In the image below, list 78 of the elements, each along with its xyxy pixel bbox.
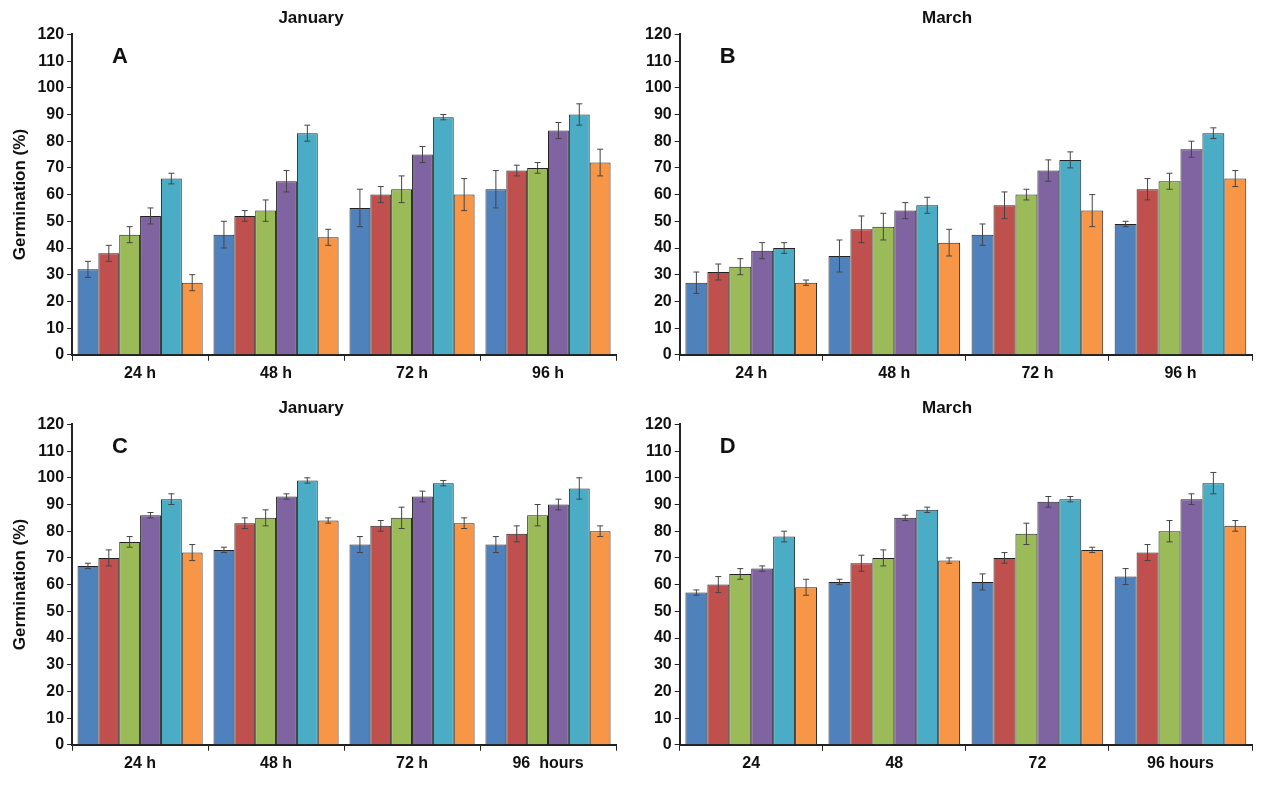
y-tick-label: 50	[46, 211, 65, 229]
y-tick-label: 70	[46, 158, 65, 176]
y-tick-label: 10	[653, 318, 672, 336]
x-tick-label: 72	[1028, 753, 1047, 771]
y-tick-label: 90	[653, 104, 672, 122]
y-tick-label: 60	[46, 575, 65, 593]
y-tick-label: 40	[653, 628, 672, 646]
annotation: B	[719, 43, 736, 69]
y-tick-label: 100	[37, 78, 65, 96]
x-tick-label: 48 h	[878, 363, 911, 381]
y-tick-label: 0	[55, 345, 65, 363]
y-tick-label: 80	[653, 131, 672, 149]
x-tick-label: 24	[742, 753, 761, 771]
chart-title: January	[278, 397, 345, 417]
x-tick-label: 96 hours	[512, 753, 584, 771]
y-tick-label: 60	[46, 185, 65, 203]
x-tick-label: 96 h	[532, 363, 565, 381]
y-tick-label: 110	[645, 441, 672, 459]
y-tick-label: 80	[653, 521, 672, 539]
y-tick-label: 0	[662, 345, 672, 363]
annotation: D	[719, 433, 736, 459]
x-tick-label: 72 h	[396, 363, 429, 381]
y-tick-label: 110	[38, 51, 65, 69]
y-tick-label: 30	[653, 265, 672, 283]
chart-title: March	[921, 397, 973, 417]
y-tick-label: 120	[644, 414, 672, 432]
y-tick-label: 40	[46, 238, 65, 256]
y-tick-label: 90	[46, 104, 65, 122]
y-tick-label: 90	[653, 494, 672, 512]
y-axis-title: Germination (%)	[9, 128, 29, 261]
x-tick-label: 96 hours	[1147, 753, 1214, 771]
y-tick-label: 60	[653, 185, 672, 203]
y-tick-label: 70	[653, 548, 672, 566]
y-tick-label: 10	[653, 708, 672, 726]
annotation: A	[112, 43, 129, 69]
y-tick-label: 120	[644, 24, 672, 42]
y-tick-label: 120	[37, 414, 65, 432]
x-tick-label: 96 h	[1164, 363, 1197, 381]
y-tick-label: 50	[46, 601, 65, 619]
y-tick-label: 120	[37, 24, 65, 42]
y-tick-label: 70	[653, 158, 672, 176]
y-tick-label: 10	[46, 318, 65, 336]
y-tick-label: 40	[46, 628, 65, 646]
y-tick-label: 100	[644, 468, 672, 486]
x-tick-label: 48	[885, 753, 904, 771]
y-axis-title: Germination (%)	[9, 518, 29, 651]
x-tick-label: 24 h	[735, 363, 768, 381]
annotation: C	[112, 433, 129, 459]
y-tick-label: 70	[46, 548, 65, 566]
y-tick-label: 30	[46, 265, 65, 283]
y-tick-label: 50	[653, 211, 672, 229]
y-tick-label: 80	[46, 131, 65, 149]
x-tick-label: 48 h	[260, 363, 293, 381]
y-tick-label: 20	[653, 681, 672, 699]
y-tick-label: 20	[46, 291, 65, 309]
y-tick-label: 90	[46, 494, 65, 512]
y-tick-label: 110	[38, 441, 65, 459]
y-tick-label: 30	[653, 655, 672, 673]
y-tick-label: 110	[645, 51, 672, 69]
chart-title: January	[278, 7, 345, 27]
y-tick-label: 0	[55, 735, 65, 753]
y-tick-label: 20	[653, 291, 672, 309]
y-tick-label: 10	[46, 708, 65, 726]
x-tick-label: 48 h	[260, 753, 293, 771]
x-tick-label: 72 h	[396, 753, 429, 771]
y-tick-label: 50	[653, 601, 672, 619]
y-tick-label: 20	[46, 681, 65, 699]
y-tick-label: 80	[46, 521, 65, 539]
x-tick-label: 24 h	[124, 363, 157, 381]
y-tick-label: 100	[37, 468, 65, 486]
y-tick-label: 100	[644, 78, 672, 96]
chart-title: March	[921, 7, 973, 27]
y-tick-label: 60	[653, 575, 672, 593]
x-tick-label: 24 h	[124, 753, 157, 771]
y-tick-label: 40	[653, 238, 672, 256]
y-tick-label: 0	[662, 735, 672, 753]
y-tick-label: 30	[46, 655, 65, 673]
x-tick-label: 72 h	[1021, 363, 1054, 381]
